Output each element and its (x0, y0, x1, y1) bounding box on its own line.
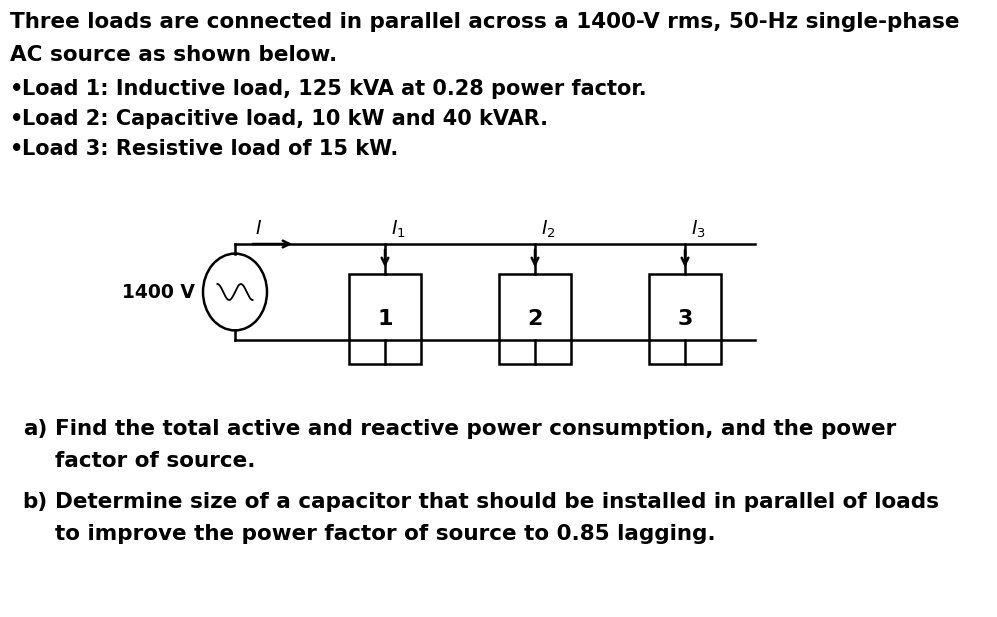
Text: 1: 1 (377, 309, 393, 329)
Text: 2: 2 (527, 309, 542, 329)
Text: AC source as shown below.: AC source as shown below. (10, 45, 337, 65)
Text: $I_1$: $I_1$ (391, 218, 406, 240)
Text: •: • (10, 139, 23, 159)
Text: $I_2$: $I_2$ (541, 218, 555, 240)
Text: $I$: $I$ (255, 219, 262, 238)
Text: Determine size of a capacitor that should be installed in parallel of loads: Determine size of a capacitor that shoul… (55, 492, 939, 512)
Bar (349, 274, 421, 364)
Text: 3: 3 (677, 309, 693, 329)
Text: b): b) (23, 492, 48, 512)
Text: to improve the power factor of source to 0.85 lagging.: to improve the power factor of source to… (55, 524, 716, 544)
Text: Three loads are connected in parallel across a 1400-V rms, 50-Hz single-phase: Three loads are connected in parallel ac… (10, 12, 959, 32)
Text: factor of source.: factor of source. (55, 451, 255, 471)
Text: •: • (10, 79, 23, 99)
Text: 1400 V: 1400 V (122, 283, 195, 302)
Text: Find the total active and reactive power consumption, and the power: Find the total active and reactive power… (55, 419, 896, 439)
Text: $I_3$: $I_3$ (691, 218, 706, 240)
Text: Load 2: Capacitive load, 10 kW and 40 kVAR.: Load 2: Capacitive load, 10 kW and 40 kV… (22, 109, 548, 129)
Text: •: • (10, 109, 23, 129)
Text: a): a) (24, 419, 48, 439)
Bar (649, 274, 721, 364)
Bar (499, 274, 571, 364)
Text: Load 1: Inductive load, 125 kVA at 0.28 power factor.: Load 1: Inductive load, 125 kVA at 0.28 … (22, 79, 647, 99)
Text: Load 3: Resistive load of 15 kW.: Load 3: Resistive load of 15 kW. (22, 139, 398, 159)
